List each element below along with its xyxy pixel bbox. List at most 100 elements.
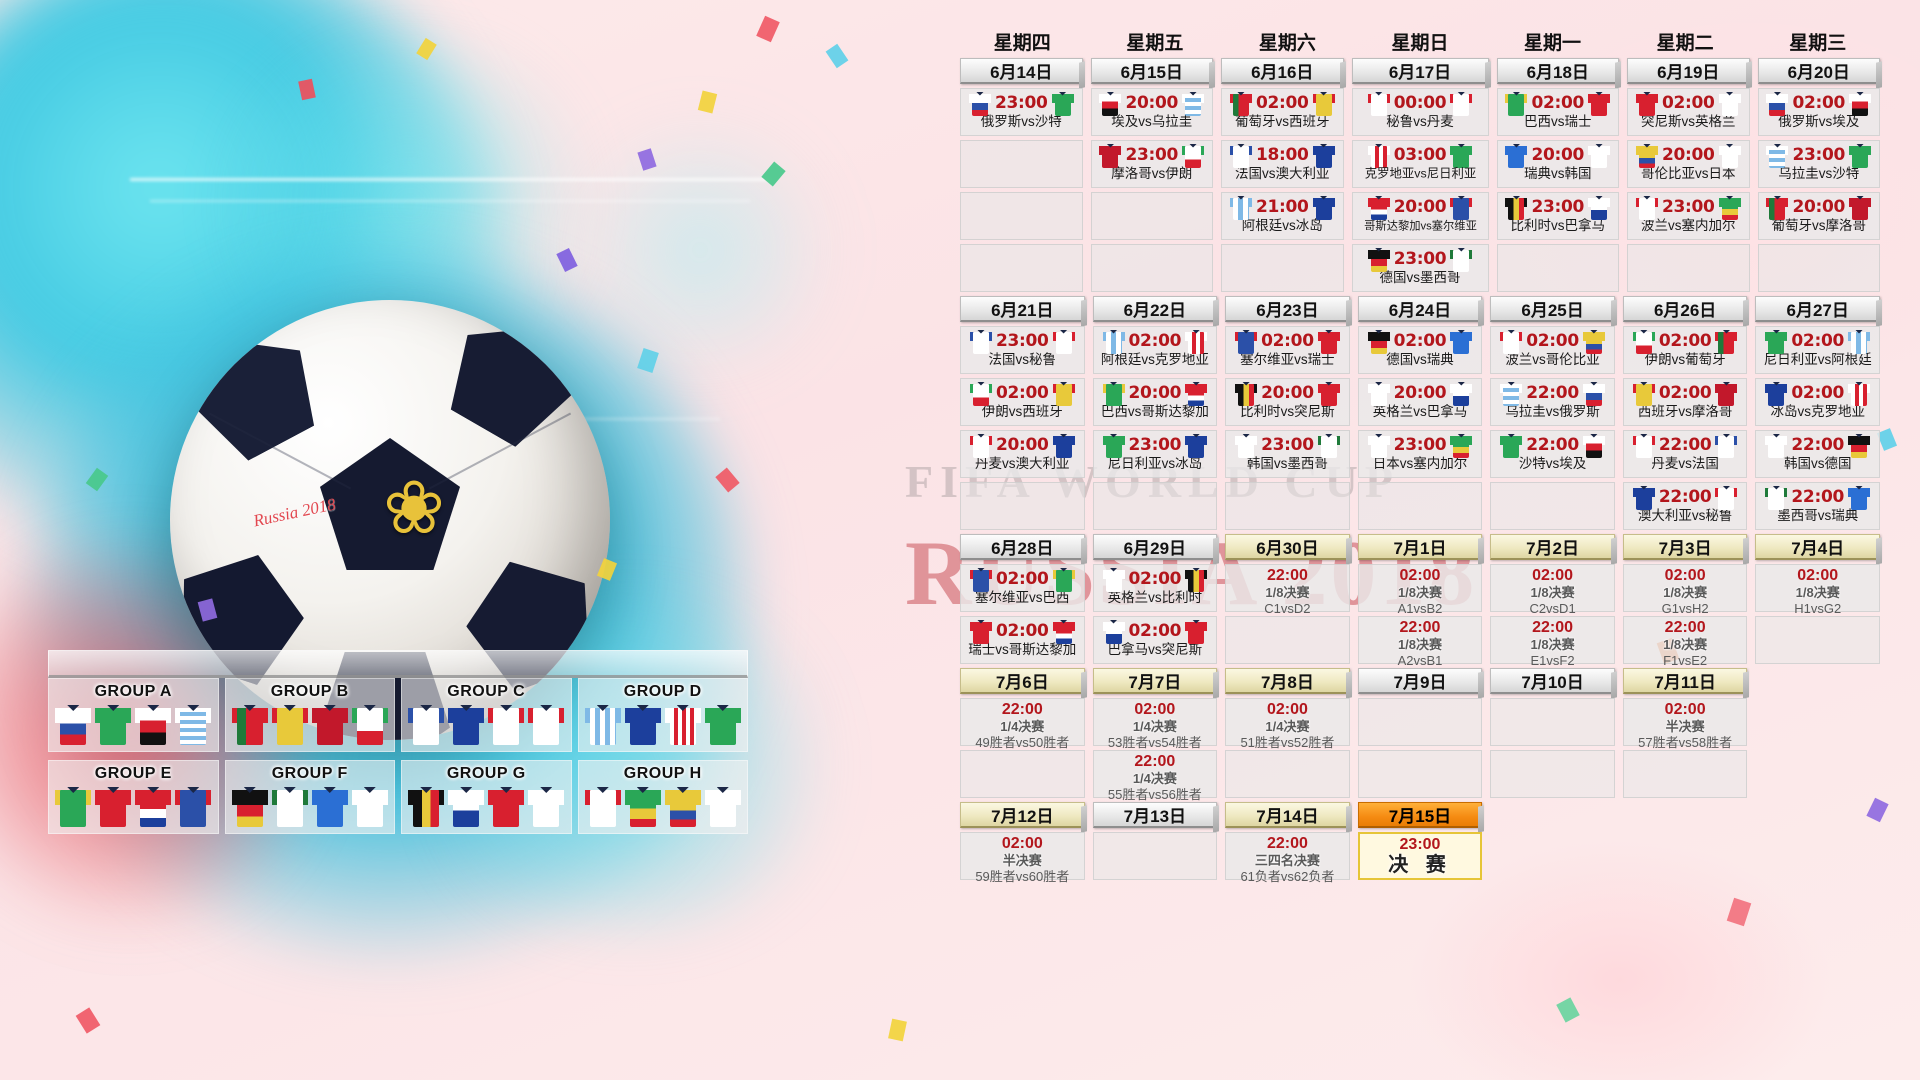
group-match-slot[interactable]: 02:00 尼日利亚vs阿根廷 — [1755, 326, 1880, 374]
date-header[interactable]: 6月22日 — [1092, 296, 1218, 322]
date-header[interactable]: 7月12日 — [960, 802, 1085, 828]
group-match-slot[interactable]: 02:00 伊朗vs葡萄牙 — [1622, 326, 1748, 374]
group-match-slot[interactable]: 23:00 日本vs塞内加尔 — [1357, 430, 1483, 478]
date-header[interactable]: 6月20日 — [1757, 58, 1880, 84]
knockout-match-slot[interactable]: 22:00 三四名决赛 61负者vs62负者 — [1225, 832, 1350, 884]
group-match-slot[interactable]: 18:00 法国vs澳大利亚 — [1221, 140, 1344, 188]
group-match-slot[interactable]: 02:00 冰岛vs克罗地亚 — [1755, 378, 1880, 426]
group-match-slot[interactable]: 02:00 德国vs瑞典 — [1357, 326, 1483, 374]
group-match-slot[interactable]: 02:00 西班牙vs摩洛哥 — [1622, 378, 1748, 426]
group-match-slot[interactable]: 02:00 伊朗vs西班牙 — [960, 378, 1085, 426]
date-header[interactable]: 7月11日 — [1622, 668, 1748, 694]
group-match-slot[interactable]: 20:00 哥伦比亚vs日本 — [1627, 140, 1750, 188]
date-header[interactable]: 6月26日 — [1622, 296, 1748, 322]
group-match-slot[interactable]: 23:00 德国vs墨西哥 — [1351, 244, 1489, 292]
knockout-match-slot[interactable]: 02:00 1/4决赛 51胜者vs52胜者 — [1225, 698, 1350, 750]
date-header[interactable]: 7月6日 — [960, 668, 1085, 694]
group-match-slot[interactable]: 22:00 丹麦vs法国 — [1622, 430, 1748, 478]
group-card-e[interactable]: GROUP E — [48, 760, 219, 834]
date-header[interactable]: 6月28日 — [960, 534, 1085, 560]
group-match-slot[interactable]: 02:00 俄罗斯vs埃及 — [1757, 88, 1880, 136]
group-match-slot[interactable]: 02:00 阿根廷vs克罗地亚 — [1092, 326, 1218, 374]
group-match-slot[interactable]: 20:00 巴西vs哥斯达黎加 — [1092, 378, 1218, 426]
date-header[interactable]: 7月3日 — [1622, 534, 1748, 560]
group-match-slot[interactable]: 20:00 葡萄牙vs摩洛哥 — [1757, 192, 1880, 240]
knockout-match-slot[interactable]: 22:00 1/8决赛 C1vsD2 — [1225, 564, 1350, 616]
knockout-match-slot[interactable]: 02:00 半决赛 59胜者vs60胜者 — [960, 832, 1085, 884]
knockout-match-slot[interactable]: 02:00 1/8决赛 C2vsD1 — [1490, 564, 1615, 616]
date-header[interactable]: 7月8日 — [1225, 668, 1350, 694]
group-match-slot[interactable]: 20:00 比利时vs突尼斯 — [1225, 378, 1350, 426]
group-match-slot[interactable]: 23:00 韩国vs墨西哥 — [1225, 430, 1350, 478]
group-match-slot[interactable]: 02:00 英格兰vs比利时 — [1092, 564, 1218, 612]
final-match-slot[interactable]: 23:00 决 赛 — [1357, 832, 1483, 880]
group-match-slot[interactable]: 02:00 突尼斯vs英格兰 — [1627, 88, 1750, 136]
date-header[interactable]: 6月30日 — [1225, 534, 1350, 560]
group-card-g[interactable]: GROUP G — [401, 760, 572, 834]
group-match-slot[interactable]: 23:00 法国vs秘鲁 — [960, 326, 1085, 374]
date-header[interactable]: 6月23日 — [1225, 296, 1350, 322]
knockout-match-slot[interactable]: 22:00 1/4决赛 49胜者vs50胜者 — [960, 698, 1085, 750]
group-card-a[interactable]: GROUP A — [48, 678, 219, 752]
date-header[interactable]: 6月29日 — [1092, 534, 1218, 560]
date-header[interactable]: 7月7日 — [1092, 668, 1218, 694]
group-match-slot[interactable]: 02:00 塞尔维亚vs巴西 — [960, 564, 1085, 612]
date-header[interactable]: 6月21日 — [960, 296, 1085, 322]
knockout-match-slot[interactable]: 02:00 1/4决赛 53胜者vs54胜者 — [1092, 698, 1218, 750]
date-header[interactable]: 7月4日 — [1755, 534, 1880, 560]
group-match-slot[interactable]: 23:00 俄罗斯vs沙特 — [960, 88, 1083, 136]
group-match-slot[interactable]: 20:00 哥斯达黎加vs塞尔维亚 — [1351, 192, 1489, 240]
date-header[interactable]: 6月14日 — [960, 58, 1083, 84]
knockout-match-slot[interactable]: 02:00 半决赛 57胜者vs58胜者 — [1622, 698, 1748, 750]
group-card-f[interactable]: GROUP F — [224, 760, 395, 834]
date-header[interactable]: 7月10日 — [1490, 668, 1615, 694]
group-match-slot[interactable]: 20:00 埃及vs乌拉圭 — [1090, 88, 1213, 136]
date-header[interactable]: 6月24日 — [1357, 296, 1483, 322]
group-match-slot[interactable]: 20:00 丹麦vs澳大利亚 — [960, 430, 1085, 478]
knockout-match-slot[interactable]: 02:00 1/8决赛 G1vsH2 — [1622, 564, 1748, 616]
date-header[interactable]: 7月13日 — [1092, 802, 1218, 828]
knockout-match-slot[interactable]: 22:00 1/8决赛 F1vsE2 — [1622, 616, 1748, 668]
date-header[interactable]: 6月19日 — [1627, 58, 1750, 84]
group-match-slot[interactable]: 23:00 乌拉圭vs沙特 — [1757, 140, 1880, 188]
group-match-slot[interactable]: 22:00 沙特vs埃及 — [1490, 430, 1615, 478]
group-match-slot[interactable]: 22:00 乌拉圭vs俄罗斯 — [1490, 378, 1615, 426]
date-header[interactable]: 7月1日 — [1357, 534, 1483, 560]
group-card-d[interactable]: GROUP D — [577, 678, 748, 752]
knockout-match-slot[interactable]: 02:00 1/8决赛 A1vsB2 — [1357, 564, 1483, 616]
group-match-slot[interactable]: 22:00 澳大利亚vs秘鲁 — [1622, 482, 1748, 530]
date-header[interactable]: 6月18日 — [1496, 58, 1619, 84]
group-match-slot[interactable]: 02:00 瑞士vs哥斯达黎加 — [960, 616, 1085, 664]
knockout-match-slot[interactable]: 22:00 1/8决赛 A2vsB1 — [1357, 616, 1483, 668]
group-match-slot[interactable]: 23:00 比利时vs巴拿马 — [1496, 192, 1619, 240]
group-card-c[interactable]: GROUP C — [401, 678, 572, 752]
date-header[interactable]: 7月9日 — [1357, 668, 1483, 694]
knockout-match-slot[interactable]: 22:00 1/4决赛 55胜者vs56胜者 — [1092, 750, 1218, 802]
group-match-slot[interactable]: 23:00 摩洛哥vs伊朗 — [1090, 140, 1213, 188]
knockout-match-slot[interactable]: 22:00 1/8决赛 E1vsF2 — [1490, 616, 1615, 668]
group-match-slot[interactable]: 02:00 塞尔维亚vs瑞士 — [1225, 326, 1350, 374]
group-match-slot[interactable]: 02:00 巴拿马vs突尼斯 — [1092, 616, 1218, 664]
date-header[interactable]: 6月15日 — [1090, 58, 1213, 84]
group-match-slot[interactable]: 21:00 阿根廷vs冰岛 — [1221, 192, 1344, 240]
date-header[interactable]: 6月25日 — [1490, 296, 1615, 322]
date-header[interactable]: 6月16日 — [1221, 58, 1344, 84]
group-match-slot[interactable]: 22:00 韩国vs德国 — [1755, 430, 1880, 478]
group-match-slot[interactable]: 00:00 秘鲁vs丹麦 — [1351, 88, 1489, 136]
group-match-slot[interactable]: 20:00 瑞典vs韩国 — [1496, 140, 1619, 188]
date-header[interactable]: 7月2日 — [1490, 534, 1615, 560]
group-card-h[interactable]: GROUP H — [577, 760, 748, 834]
knockout-match-slot[interactable]: 02:00 1/8决赛 H1vsG2 — [1755, 564, 1880, 616]
group-match-slot[interactable]: 20:00 英格兰vs巴拿马 — [1357, 378, 1483, 426]
group-match-slot[interactable]: 02:00 波兰vs哥伦比亚 — [1490, 326, 1615, 374]
group-match-slot[interactable]: 23:00 波兰vs塞内加尔 — [1627, 192, 1750, 240]
date-header[interactable]: 7月14日 — [1225, 802, 1350, 828]
group-match-slot[interactable]: 02:00 巴西vs瑞士 — [1496, 88, 1619, 136]
group-match-slot[interactable]: 23:00 尼日利亚vs冰岛 — [1092, 430, 1218, 478]
date-header[interactable]: 7月15日 — [1357, 802, 1483, 828]
group-card-b[interactable]: GROUP B — [224, 678, 395, 752]
group-match-slot[interactable]: 03:00 克罗地亚vs尼日利亚 — [1351, 140, 1489, 188]
group-match-slot[interactable]: 22:00 墨西哥vs瑞典 — [1755, 482, 1880, 530]
date-header[interactable]: 6月27日 — [1755, 296, 1880, 322]
group-match-slot[interactable]: 02:00 葡萄牙vs西班牙 — [1221, 88, 1344, 136]
